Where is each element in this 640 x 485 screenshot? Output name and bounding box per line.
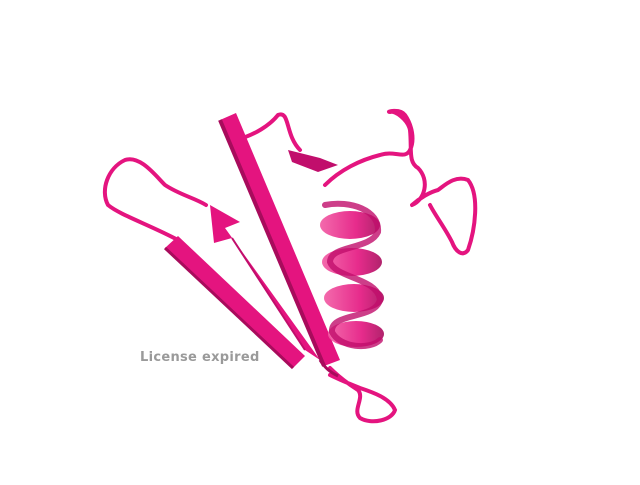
loop-right: [323, 108, 478, 256]
loop-bottom-tail: [318, 359, 339, 378]
loop-top: [234, 112, 302, 152]
license-watermark: License expired: [140, 350, 260, 365]
beta-strand-3-edge: [218, 119, 326, 367]
beta-strand-3: [220, 113, 340, 366]
alpha-helix: [320, 200, 384, 350]
loop-top-left: [102, 157, 208, 242]
beta-strand-2: [210, 205, 320, 360]
small-strand-arrow: [288, 150, 338, 172]
beta-strand-2-edge: [231, 237, 306, 351]
beta-strand-1-edge: [163, 246, 295, 370]
loop-bottom: [328, 366, 398, 424]
beta-strand-1: [165, 236, 305, 368]
